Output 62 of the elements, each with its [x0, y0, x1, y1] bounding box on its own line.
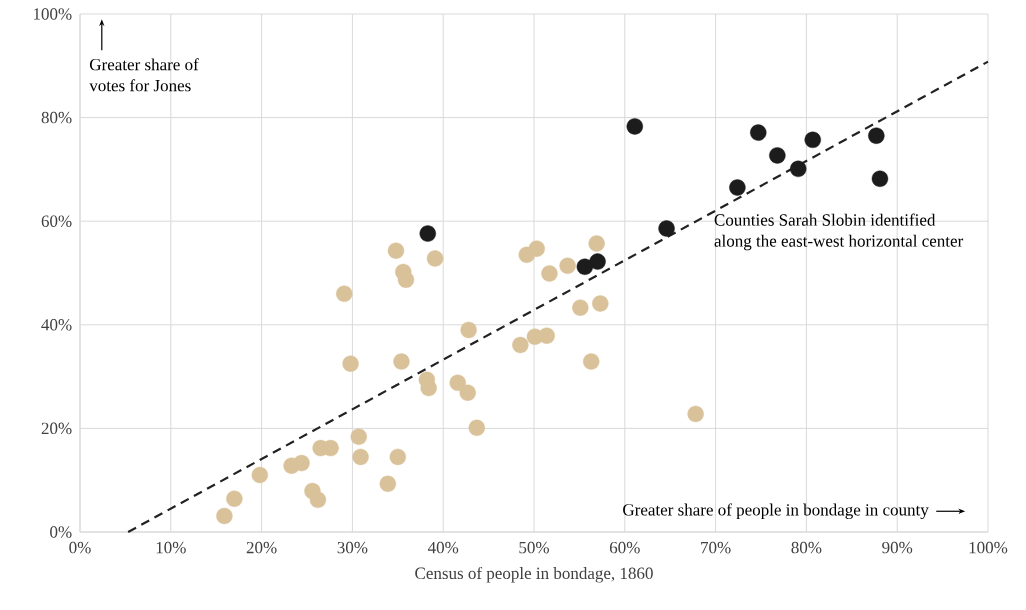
point	[226, 490, 243, 508]
point	[342, 355, 359, 372]
point	[293, 454, 310, 472]
point	[687, 405, 704, 423]
point	[350, 428, 367, 445]
point	[216, 507, 233, 525]
annotation: Greater share of votes for Jones	[89, 58, 199, 92]
point	[387, 242, 405, 259]
point	[750, 124, 767, 141]
point	[528, 240, 545, 257]
x-tick-label: 90%	[882, 541, 913, 554]
point	[397, 271, 415, 288]
point	[559, 257, 576, 274]
y-tick-label: 60%	[41, 215, 72, 227]
point	[541, 265, 558, 282]
point	[538, 327, 555, 344]
x-axis-title: Census of people in bondage, 1860	[415, 566, 653, 583]
point	[626, 118, 643, 135]
point	[589, 253, 606, 270]
point	[583, 353, 600, 370]
point	[251, 466, 268, 484]
point	[352, 448, 369, 466]
point	[459, 384, 476, 401]
point	[449, 374, 466, 391]
y-tick-label: 100%	[33, 8, 72, 20]
x-tick-label: 80%	[791, 541, 822, 554]
point	[572, 299, 589, 316]
point	[592, 295, 609, 312]
x-tick-label: 30%	[337, 541, 368, 554]
x-tick-label: 70%	[701, 541, 731, 554]
point	[804, 131, 821, 149]
point	[379, 475, 397, 493]
point	[729, 179, 746, 196]
x-tick-label: 20%	[246, 541, 277, 554]
point	[576, 258, 594, 275]
y-tick-label: 20%	[41, 422, 72, 435]
point	[868, 127, 885, 144]
point	[871, 170, 889, 187]
point	[309, 491, 327, 509]
x-tick-label: 100%	[969, 541, 1008, 554]
point	[393, 353, 410, 370]
point	[468, 419, 485, 437]
point	[419, 225, 436, 242]
x-tick-label: 60%	[609, 541, 640, 554]
point	[790, 160, 807, 178]
point	[460, 321, 477, 339]
point	[588, 235, 605, 252]
point	[769, 147, 786, 164]
point	[389, 448, 407, 466]
annotation: Greater share of people in bondage in county	[623, 503, 929, 520]
y-tick-label: 40%	[41, 319, 72, 331]
point	[658, 220, 675, 237]
x-tick-label: 0%	[69, 541, 91, 554]
point	[336, 285, 353, 302]
y-tick-label: 0%	[50, 526, 72, 538]
point	[512, 336, 529, 354]
y-tick-label: 80%	[41, 111, 72, 124]
annotation: Counties Sarah Slobin identified along the east-west horizontal center	[714, 213, 964, 251]
point	[426, 250, 444, 267]
x-tick-label: 40%	[427, 541, 459, 554]
x-tick-label: 50%	[519, 541, 549, 554]
x-tick-label: 10%	[156, 541, 186, 554]
